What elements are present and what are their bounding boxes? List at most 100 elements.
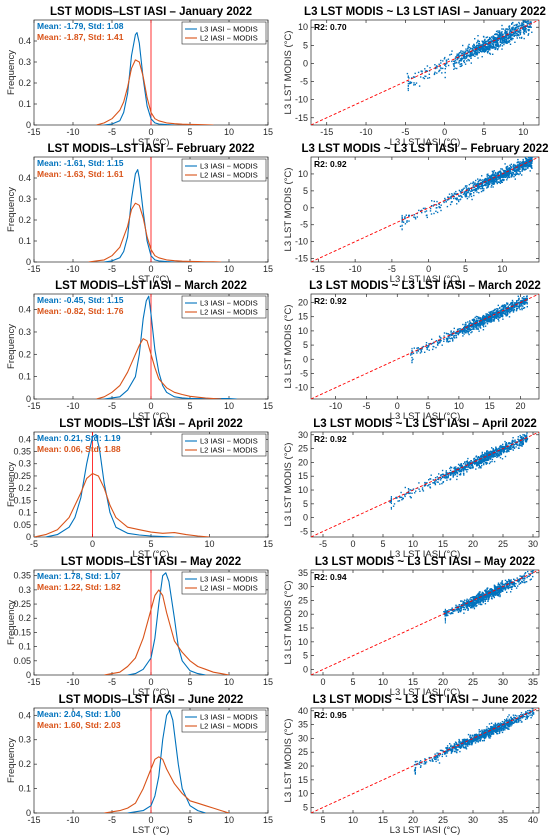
y-tick-label: 0.05 (13, 656, 31, 666)
scatter-points (399, 157, 533, 231)
y-axis-label: Frequency (6, 50, 17, 95)
y-tick-label: 0.4 (18, 173, 31, 183)
y-tick-label: 0.35 (13, 571, 31, 581)
y-tick-label: 0 (26, 670, 31, 680)
chart-title: LST MODIS–LST IASI – May 2022 (61, 556, 241, 568)
y-tick-label: 20 (298, 457, 308, 467)
x-tick-label: -5 (401, 127, 409, 137)
plot-area (311, 157, 539, 262)
legend-box (181, 709, 267, 733)
x-tick-label: 20 (408, 815, 418, 825)
histogram-panel-2: LST MODIS–LST IASI – February 2022 -15 -10… (6, 143, 273, 285)
y-tick-label: 0 (26, 808, 31, 818)
y-tick-label: 0.3 (18, 735, 31, 745)
histogram-panel-3: LST MODIS–LST IASI – March 2022 -15 -10 -5 0… (6, 280, 273, 422)
x-tick-label: -15 (27, 264, 40, 274)
y-axis-label: Frequency (6, 600, 17, 645)
y-tick-label: 35 (298, 568, 308, 578)
y-tick-label: 25 (298, 444, 308, 454)
chart-title: L3 LST MODIS ~ L3 LST IASI – April 2022 (313, 418, 537, 430)
x-tick-label: -5 (30, 539, 38, 549)
x-axis-label: LST (°C) (133, 825, 170, 836)
scatter-points (389, 432, 529, 510)
y-tick-label: 35 (298, 720, 308, 730)
x-tick-label: 10 (497, 264, 507, 274)
x-tick-label: 0 (426, 264, 431, 274)
l2-stats: Mean: -1.87, Std: 1.41 (37, 32, 124, 42)
x-tick-label: -10 (66, 677, 79, 687)
y-tick-label: 15 (298, 775, 308, 785)
x-tick-label: -5 (108, 815, 116, 825)
x-tick-label: 35 (498, 815, 508, 825)
l2-curve (88, 202, 222, 262)
x-tick-label: 10 (408, 539, 418, 549)
x-axis-label: L3 LST IASI (°C) (390, 274, 461, 285)
y-tick-label: 0 (303, 664, 308, 674)
chart-title: LST MODIS–LST IASI – January 2022 (50, 6, 252, 18)
one-to-one-line (311, 708, 539, 813)
l3-stats: Mean: 0.21, Std: 1.19 (37, 433, 121, 443)
y-axis-label: L3 LST MODIS (°C) (283, 168, 294, 252)
y-tick-label: 0 (303, 513, 308, 523)
x-tick-label: -15 (27, 401, 40, 411)
r2-label: R2: 0.70 (314, 22, 347, 32)
plot-area (311, 708, 539, 813)
axes-box (310, 293, 540, 400)
y-tick-label: 15 (298, 312, 308, 322)
x-tick-label: 15 (263, 401, 273, 411)
y-tick-label: 5 (303, 40, 308, 50)
y-tick-label: -15 (295, 113, 308, 123)
x-tick-label: 40 (528, 815, 538, 825)
x-tick-label: 0 (148, 401, 153, 411)
r2-label: R2: 0.95 (314, 710, 347, 720)
legend-l3-label: L3 IASI − MODIS (200, 437, 258, 446)
y-tick-label: 0.4 (18, 434, 31, 444)
chart-title: LST MODIS–LST IASI – February 2022 (47, 143, 254, 155)
legend-box (181, 21, 267, 45)
y-axis-label: L3 LST MODIS (°C) (283, 719, 294, 803)
y-tick-label: 0.3 (18, 327, 31, 337)
l3-curve (104, 169, 175, 262)
x-axis-label: LST (°C) (133, 137, 170, 148)
scatter-panel-5: L3 LST MODIS ~ L3 LST IASI – May 2022 0 5 1… (283, 556, 540, 698)
y-tick-label: 0.05 (13, 520, 31, 530)
y-tick-label: 40 (298, 706, 308, 716)
legend-l2-label: L2 IASI − MODIS (200, 171, 258, 180)
scatter-panel-3: L3 LST MODIS ~ L3 LST IASI – March 2022 -… (283, 280, 541, 422)
chart-title: LST MODIS–LST IASI – March 2022 (55, 280, 247, 292)
x-tick-label: 25 (438, 815, 448, 825)
y-tick-label: -15 (295, 254, 308, 264)
axes-box (310, 707, 540, 814)
y-tick-label: 0.1 (18, 508, 31, 518)
legend-l2-label: L2 IASI − MODIS (200, 308, 258, 317)
x-axis-label: LST (°C) (133, 411, 170, 422)
scatter-panel-6: L3 LST MODIS ~ L3 LST IASI – June 2022 5 1… (283, 694, 540, 836)
x-tick-label: 20 (468, 539, 478, 549)
x-tick-label: -5 (108, 264, 116, 274)
r2-label: R2: 0.92 (314, 434, 347, 444)
x-tick-label: 0 (442, 127, 447, 137)
y-tick-label: 0.2 (18, 759, 31, 769)
legend-l2-label: L2 IASI − MODIS (200, 34, 258, 43)
y-tick-label: 10 (298, 169, 308, 179)
y-tick-label: 0.2 (18, 349, 31, 359)
legend-l2-label: L2 IASI − MODIS (200, 584, 258, 593)
y-tick-label: 0.1 (18, 236, 31, 246)
y-tick-label: 0 (26, 532, 31, 542)
y-tick-label: 0.3 (18, 585, 31, 595)
y-tick-label: 30 (298, 430, 308, 440)
histogram-panel-4: LST MODIS–LST IASI – April 2022-5 0 5 10 150… (6, 418, 273, 560)
y-tick-label: -5 (300, 526, 308, 536)
l3-curve (127, 709, 206, 813)
x-tick-label: 0 (148, 815, 153, 825)
x-tick-label: 10 (224, 264, 234, 274)
x-tick-label: 5 (481, 127, 486, 137)
axes-box (310, 431, 540, 538)
x-tick-label: -5 (319, 539, 327, 549)
y-tick-label: 10 (298, 485, 308, 495)
legend-l3-label: L3 IASI − MODIS (200, 25, 258, 34)
x-tick-label: -5 (108, 127, 116, 137)
l2-stats: Mean: 0.06, Std: 1.88 (37, 444, 121, 454)
y-tick-label: 0.1 (18, 784, 31, 794)
y-tick-label: 0.35 (13, 447, 31, 457)
